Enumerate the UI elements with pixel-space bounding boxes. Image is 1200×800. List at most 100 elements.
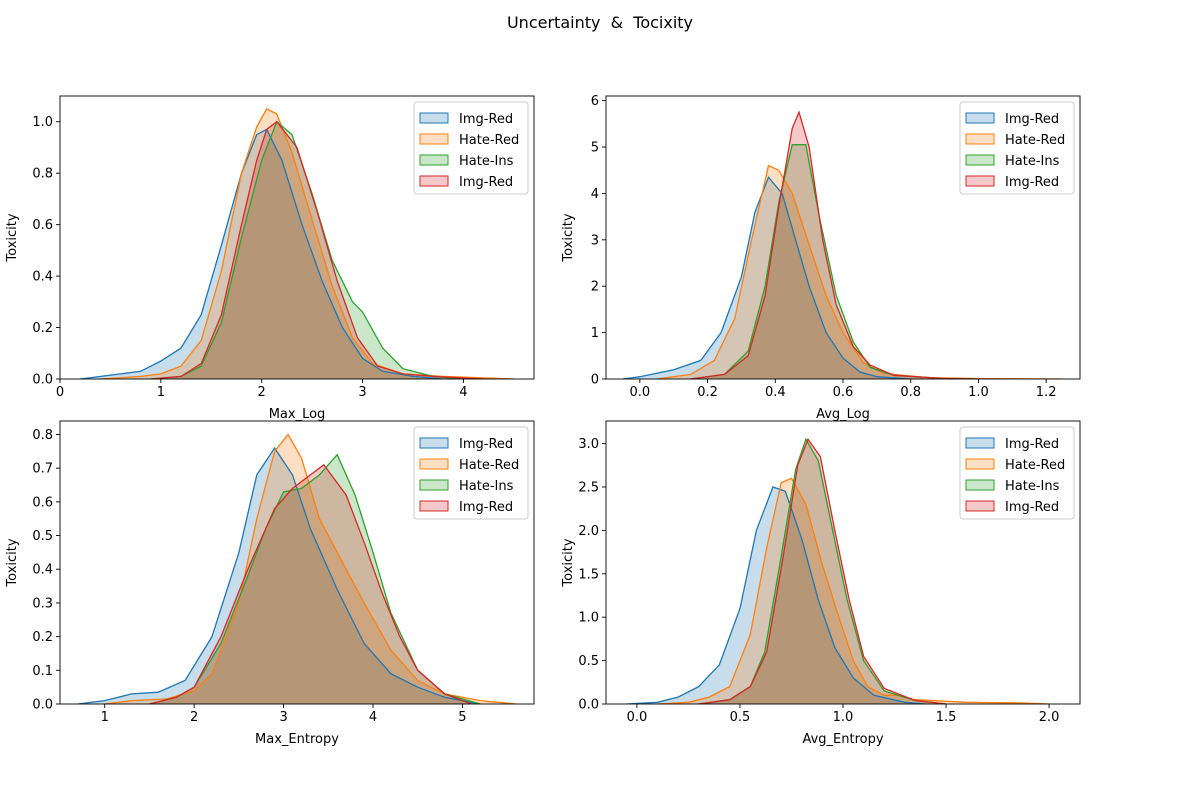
legend-label: Hate-Red <box>459 133 519 148</box>
y-tick-label: 0.2 <box>32 321 53 336</box>
axes-frame <box>59 420 535 705</box>
y-tick-label: 0.8 <box>32 167 53 182</box>
series-fill-3 <box>150 121 464 379</box>
y-tick-label: 3.0 <box>578 437 599 452</box>
legend-label: Hate-Ins <box>1005 154 1060 169</box>
y-tick-label: 0.2 <box>32 630 53 645</box>
series-fill-3 <box>698 439 946 704</box>
legend-swatch <box>965 437 995 449</box>
series-fill-3 <box>149 454 481 704</box>
x-tick-label: 5 <box>458 710 466 725</box>
legend-swatch <box>419 458 449 470</box>
legend: Img-Red Hate-Red Hate-Ins Img-Red <box>959 426 1075 520</box>
y-tick-label: 0.0 <box>578 698 599 713</box>
y-tick-label: 5 <box>591 141 599 156</box>
series-line-1 <box>77 446 481 704</box>
x-axis-label: Avg_Entropy <box>802 732 883 747</box>
legend-label: Img-Red <box>459 112 513 127</box>
x-tick-label: 0.2 <box>697 385 718 400</box>
legend-swatch <box>965 479 995 491</box>
legend-swatch <box>419 112 449 124</box>
axes-frame <box>59 95 535 380</box>
legend-swatch <box>965 154 995 166</box>
y-tick-label: 2.0 <box>578 524 599 539</box>
x-tick-label: 3 <box>358 385 366 400</box>
series-fill-4 <box>690 112 979 379</box>
y-tick-label: 0.8 <box>32 428 53 443</box>
legend-frame <box>959 426 1075 520</box>
plot-area <box>77 433 517 704</box>
legend-label: Img-Red <box>459 437 513 452</box>
x-tick-label: 3 <box>279 710 287 725</box>
x-tick-label: 4 <box>369 710 377 725</box>
y-tick-label: 0.7 <box>32 462 53 477</box>
y-tick-label: 0.1 <box>32 664 53 679</box>
subplot-2: 0.0 0.2 0.4 0.6 0.8 1.0 1.2 0 1 2 3 4 5 6 Avg_Log Toxic… <box>561 94 1081 422</box>
figure-title: Uncertainty & Tocixity <box>506 13 694 32</box>
series-fill-2 <box>104 434 517 704</box>
series-fill-2 <box>656 165 1064 379</box>
legend-label: Img-Red <box>1005 500 1059 515</box>
x-tick-label: 0.0 <box>627 710 648 725</box>
x-tick-label: 2.0 <box>1039 710 1060 725</box>
series-line-4 <box>149 463 472 704</box>
x-tick-label: 1.0 <box>968 385 989 400</box>
y-tick-label: 0.0 <box>32 698 53 713</box>
y-tick-label: 6 <box>591 94 599 109</box>
y-tick-label: 0.0 <box>32 373 53 388</box>
y-axis-label: Toxicity <box>561 538 576 587</box>
x-tick-label: 0.6 <box>833 385 854 400</box>
series-line-4 <box>698 437 947 704</box>
x-tick-label: 0.0 <box>630 385 651 400</box>
y-tick-label: 0.4 <box>32 270 53 285</box>
legend-label: Img-Red <box>1005 437 1059 452</box>
legend-swatch <box>419 500 449 512</box>
legend: Img-Red Hate-Red Hate-Ins Img-Red <box>413 426 529 520</box>
legend-frame <box>959 101 1075 195</box>
legend-swatch <box>965 112 995 124</box>
y-axis-label: Toxicity <box>561 213 576 262</box>
legend-swatch <box>419 479 449 491</box>
series-fill-3 <box>690 144 979 379</box>
x-tick-label: 4 <box>459 385 467 400</box>
legend: Img-Red Hate-Red Hate-Ins Img-Red <box>413 101 529 195</box>
y-tick-label: 1.5 <box>578 567 599 582</box>
y-tick-label: 1.0 <box>32 115 53 130</box>
y-tick-label: 1 <box>591 326 599 341</box>
y-tick-label: 2.5 <box>578 480 599 495</box>
legend-label: Hate-Red <box>1005 133 1065 148</box>
legend-swatch <box>419 133 449 145</box>
x-axis-label: Max_Entropy <box>255 732 339 747</box>
plot-area <box>622 110 1064 379</box>
y-axis-label: Toxicity <box>5 213 20 262</box>
subplot-4: 0.0 0.5 1.0 1.5 2.0 0.0 0.5 1.0 1.5 2.0 2.5 3.0 Avg_… <box>561 420 1081 747</box>
legend-label: Img-Red <box>459 175 513 190</box>
legend-swatch <box>965 133 995 145</box>
legend-label: Hate-Ins <box>459 479 514 494</box>
legend-swatch <box>965 458 995 470</box>
series-line-3 <box>149 453 481 704</box>
series-line-2 <box>657 477 1050 704</box>
legend: Img-Red Hate-Red Hate-Ins Img-Red <box>959 101 1075 195</box>
series-fill-1 <box>77 448 481 704</box>
legend-frame <box>413 426 529 520</box>
y-tick-label: 0.6 <box>32 495 53 510</box>
legend-swatch <box>965 500 995 512</box>
legend-label: Hate-Ins <box>1005 479 1060 494</box>
legend-label: Img-Red <box>1005 175 1059 190</box>
plot-area <box>80 108 514 379</box>
legend-label: Img-Red <box>459 500 513 515</box>
legend-label: Img-Red <box>1005 112 1059 127</box>
x-tick-label: 2 <box>190 710 198 725</box>
legend-label: Hate-Red <box>1005 458 1065 473</box>
series-fill-1 <box>80 129 484 379</box>
series-fill-4 <box>150 121 484 379</box>
y-tick-label: 0.4 <box>32 563 53 578</box>
x-tick-label: 1.0 <box>833 710 854 725</box>
legend-swatch <box>419 437 449 449</box>
y-tick-label: 3 <box>591 233 599 248</box>
legend-swatch <box>419 175 449 187</box>
y-tick-label: 0 <box>591 373 599 388</box>
